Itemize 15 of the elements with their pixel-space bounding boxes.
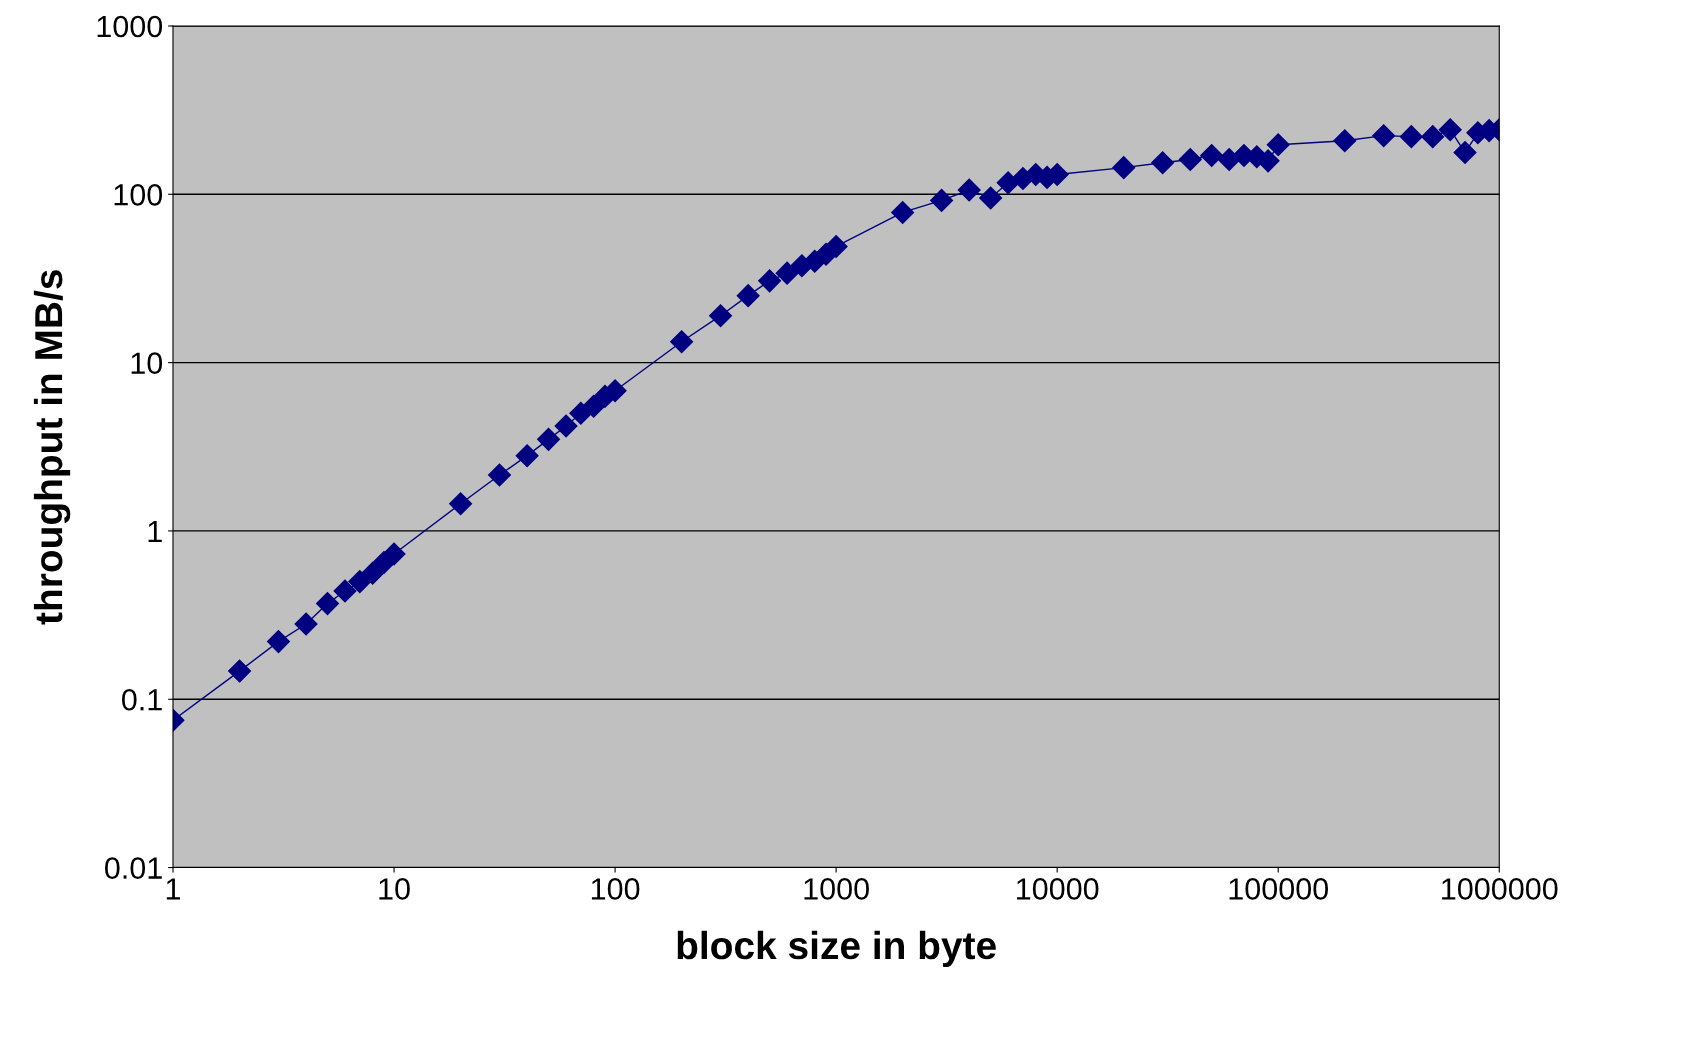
x-tick-label: 1000000 [1442, 878, 1558, 900]
y-axis-title: throughput in MB/s [33, 270, 71, 625]
y-tick-label: 0.1 [121, 688, 162, 711]
x-tick-label: 10000 [1017, 878, 1099, 900]
x-tick-label: 100 [591, 878, 640, 900]
y-tick-label: 100 [114, 184, 163, 206]
y-tick-label: 0.01 [105, 857, 162, 879]
y-tick-label: 1 [148, 520, 162, 542]
y-tick-label: 10 [131, 352, 163, 374]
y-tick-label: 1000 [97, 15, 163, 38]
x-tick-label: 1 [166, 878, 180, 900]
x-tick-label: 10 [379, 878, 410, 900]
x-axis-title: block size in byte [677, 930, 996, 968]
x-tick-label: 1000 [804, 878, 869, 900]
x-tick-label: 100000 [1229, 878, 1329, 900]
